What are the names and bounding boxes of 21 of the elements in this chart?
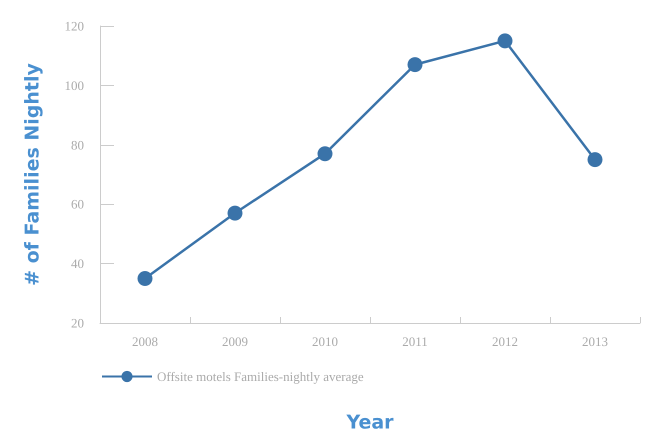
y-axis-title: # of Families Nightly	[22, 62, 44, 286]
y-tick-label: 120	[64, 18, 84, 34]
point	[588, 152, 602, 168]
y-tick-label: 80	[71, 137, 84, 152]
x-tick-label: 2009	[222, 334, 248, 349]
x-axis-title: Year	[345, 412, 394, 434]
x-tick-label: 2013	[582, 334, 608, 349]
y-tick-label: 60	[71, 196, 84, 212]
x-tick-label: 2008	[132, 334, 158, 349]
x-tick-label: 2010	[312, 334, 338, 349]
legend-label: Offsite motels Families-nightly average	[157, 369, 364, 384]
y-tick-label: 100	[64, 78, 84, 93]
point	[408, 57, 422, 72]
y-tick-label: 20	[71, 316, 84, 330]
point	[318, 146, 332, 162]
point	[138, 270, 152, 286]
point	[498, 33, 512, 48]
x-tick-label: 2012	[492, 334, 518, 349]
point	[228, 206, 242, 221]
y-tick-label: 40	[71, 256, 84, 272]
x-tick-label: 2011	[402, 334, 428, 349]
